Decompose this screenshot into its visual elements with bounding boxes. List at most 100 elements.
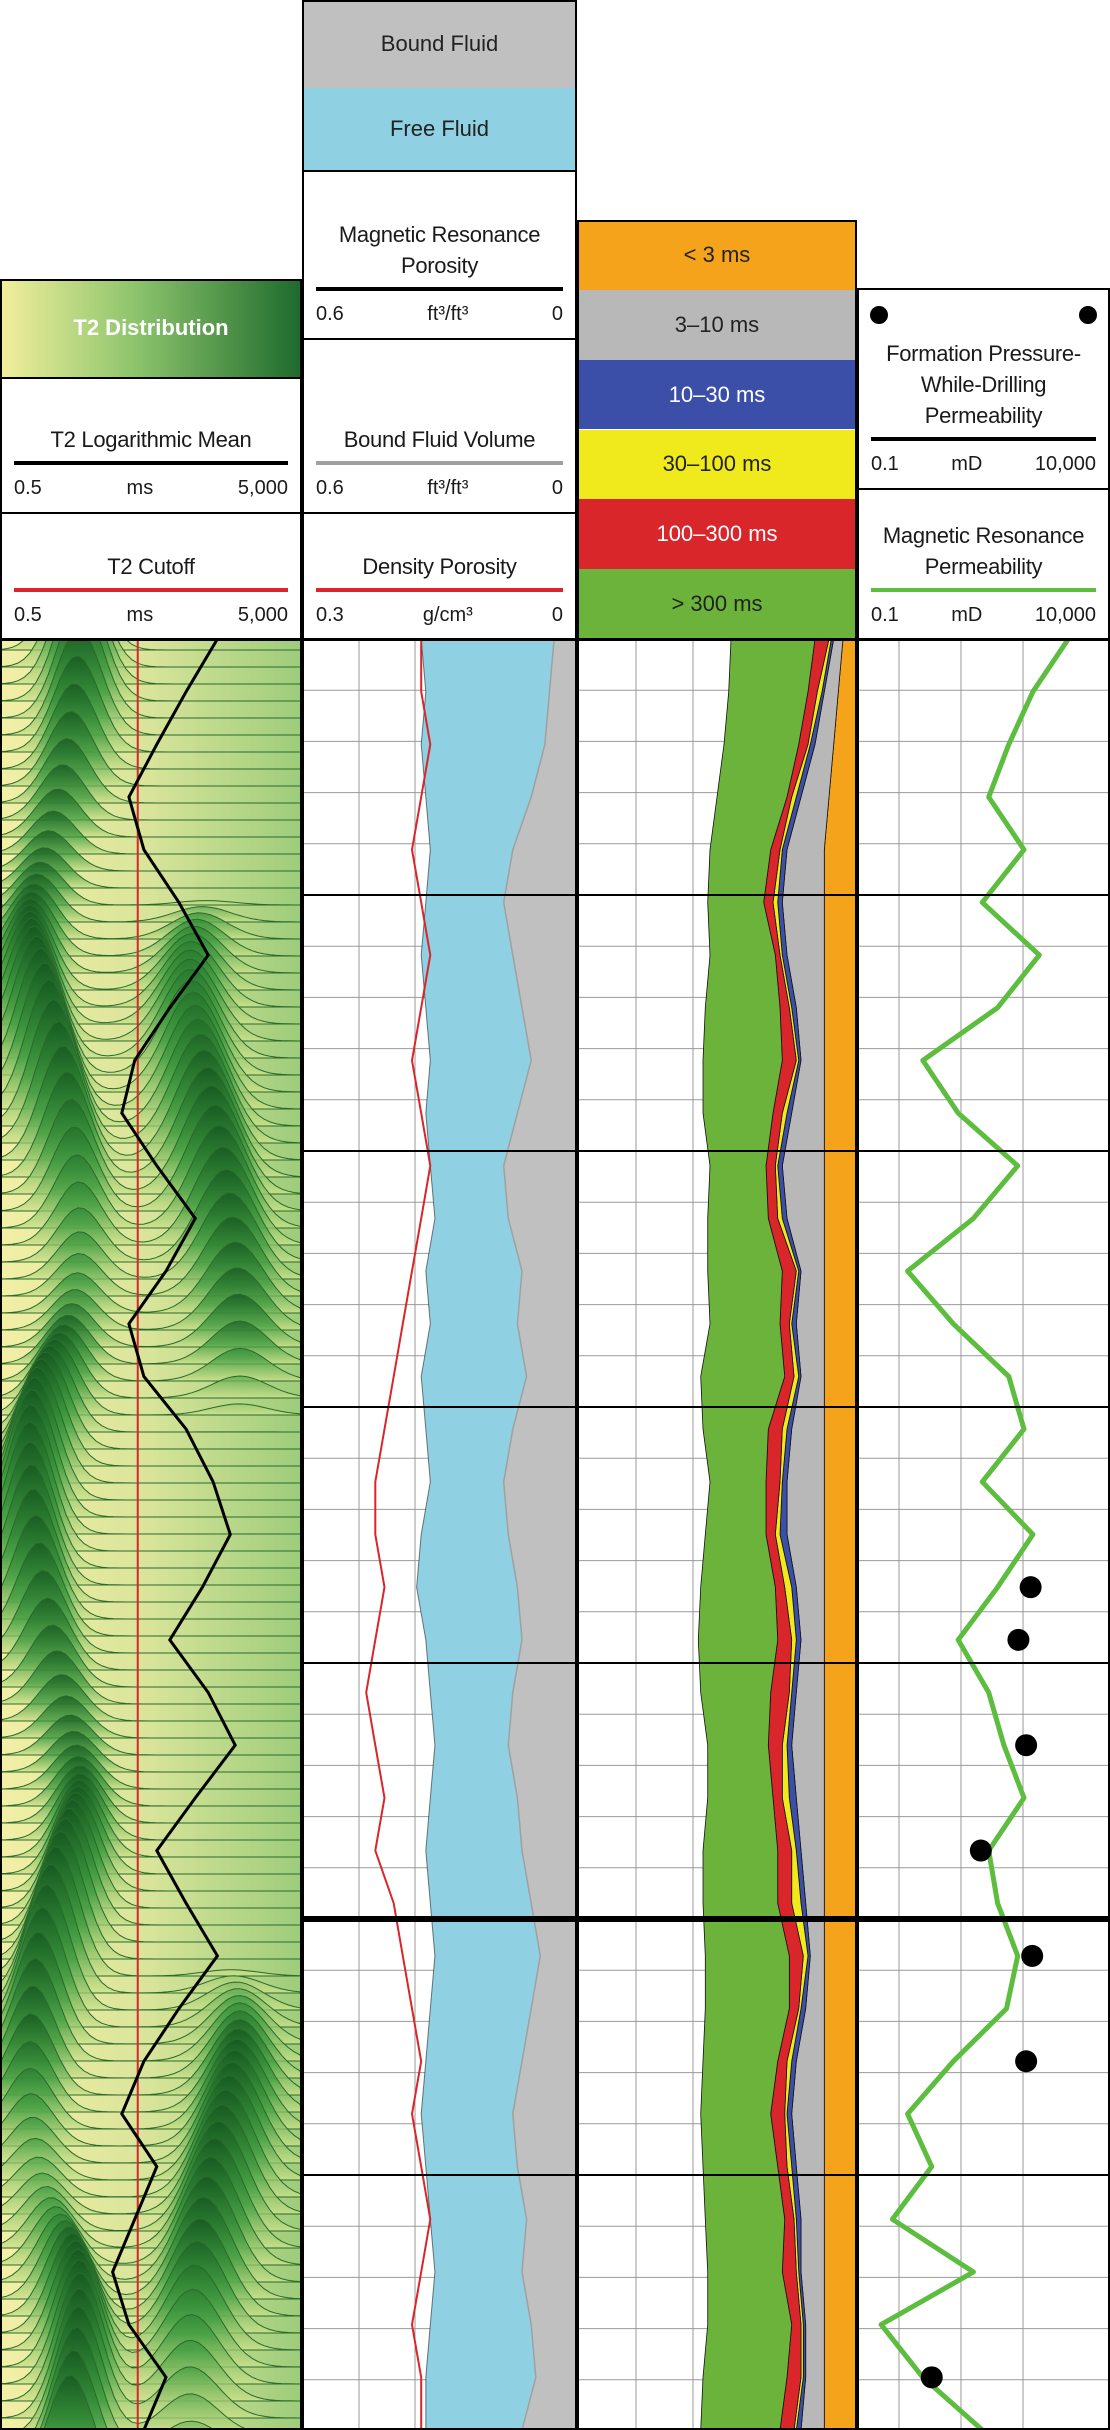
t2-distribution: [0, 639, 302, 2430]
legend-band: 100–300 ms: [577, 499, 857, 570]
curve-header: T2 Logarithmic Mean 0.5 ms 5,000: [0, 377, 302, 512]
legend-band: > 300 ms: [577, 569, 857, 639]
curve-line: [316, 588, 563, 592]
scale-min-label: 0.6: [316, 477, 344, 499]
t2-trace: [0, 891, 302, 957]
scale-min-label: 0.3: [316, 604, 344, 626]
scale-unit: mD: [951, 453, 983, 475]
scale-max-label: 10,000: [1034, 604, 1096, 626]
t2-trace: [0, 830, 302, 872]
curve-header: Density Porosity 0.3 g/cm³ 0: [302, 512, 577, 639]
scale-row: 0.3 g/cm³ 0: [316, 604, 563, 627]
scale-row: 0.6 ft³/ft³ 0: [316, 303, 563, 326]
curve-name: Bound Fluid Volume: [343, 427, 536, 452]
scale-min-label: 0.6: [316, 303, 344, 325]
t2-trace: [0, 1358, 302, 1467]
curve-name: T2 Logarithmic Mean: [50, 427, 252, 452]
scale-unit: mD: [951, 604, 983, 626]
t2-trace: [0, 1569, 302, 1654]
legend-band: 3–10 ms: [577, 289, 857, 360]
t2-log-mean-curve: [111, 638, 237, 2430]
t2-trace: [0, 910, 302, 1008]
header-bottom-rule: [857, 638, 1110, 641]
curve-name: Density Porosity: [362, 554, 517, 579]
legend-band: 30–100 ms: [577, 429, 857, 500]
header-bottom-rule: [577, 638, 857, 641]
t2-trace: [0, 810, 302, 855]
scale-max-label: 5,000: [237, 604, 288, 626]
t2-trace: [0, 1351, 302, 1450]
header-band: T2 Distribution: [0, 279, 302, 377]
t2-trace: [43, 2374, 98, 2430]
curve-header: T2 Cutoff 0.5 ms 5,000: [0, 512, 302, 639]
scale-min-label: 0.1: [871, 604, 899, 626]
curve-line: [14, 588, 288, 592]
scale-unit: g/cm³: [422, 604, 473, 626]
scale-unit: ms: [126, 477, 154, 499]
scale-unit: ms: [126, 604, 154, 626]
curve-header: Bound Fluid Volume 0.6 ft³/ft³ 0: [302, 338, 577, 512]
curve-header: Formation Pressure-While-Drilling Permea…: [857, 288, 1110, 488]
mr-permeability-curve: [878, 637, 1071, 2430]
curve-name: T2 Cutoff: [107, 554, 195, 579]
scale-row: 0.6 ft³/ft³ 0: [316, 477, 563, 500]
formation-permeability-point: [1015, 1734, 1038, 1757]
scale-max-label: 0: [551, 477, 563, 499]
curve-line: [316, 461, 563, 465]
scale-row: 0.1 mD 10,000: [871, 453, 1096, 476]
t2-trace: [0, 1366, 302, 1484]
curve-name: Magnetic Resonance Porosity: [338, 222, 541, 278]
formation-permeability-point: [1007, 1628, 1030, 1651]
t2-bin-area: [823, 638, 858, 2430]
t2-trace: [0, 898, 302, 974]
t2-trace: [0, 917, 302, 1025]
formation-permeability-point: [1019, 1576, 1042, 1599]
scale-min-label: 0.5: [14, 604, 42, 626]
scale-max-label: 5,000: [237, 477, 288, 499]
curve-header: Magnetic Resonance Permeability 0.1 mD 10,0…: [857, 488, 1110, 639]
scale-min-label: 0.1: [871, 453, 899, 475]
formation-permeability-point: [920, 2366, 943, 2389]
legend-marker: [870, 306, 888, 324]
t2-trace: [0, 904, 302, 991]
t2-trace: [0, 1542, 302, 1637]
legend-band: < 3 ms: [577, 220, 857, 290]
fill-legend: Free Fluid: [302, 88, 577, 170]
formation-permeability-point: [969, 1839, 992, 1862]
scale-row: 0.5 ms 5,000: [14, 604, 288, 627]
scale-row: 0.1 mD 10,000: [871, 604, 1096, 627]
t2-trace: [0, 925, 302, 1042]
t2-bin-area: [697, 638, 816, 2430]
curve-line: [871, 437, 1096, 441]
scale-max-label: 10,000: [1034, 453, 1096, 475]
t2-trace: [0, 861, 302, 906]
formation-permeability-point: [1021, 1944, 1044, 1967]
scale-row: 0.5 ms 5,000: [14, 477, 288, 500]
legend-band: 10–30 ms: [577, 359, 857, 430]
header-bottom-rule: [0, 638, 302, 641]
density-porosity-curve: [365, 639, 432, 2430]
curve-line: [316, 287, 563, 291]
scale-max-label: 0: [551, 604, 563, 626]
curve-header: Magnetic Resonance Porosity 0.6 ft³/ft³ 0: [302, 170, 577, 338]
curve-line: [14, 461, 288, 465]
scale-unit: ft³/ft³: [427, 477, 469, 499]
curve-name: Formation Pressure-While-Drilling Permea…: [886, 341, 1081, 428]
bound-fluid-volume-curve: [502, 638, 555, 2430]
bound-fluid-fill: [503, 639, 577, 2430]
mr-porosity-curve: [416, 638, 436, 2430]
t2-trace: [0, 788, 302, 838]
t2-trace: [0, 1906, 302, 2028]
t2-trace: [0, 935, 302, 1059]
fill-legend: Bound Fluid: [302, 0, 577, 88]
scale-unit: ft³/ft³: [427, 303, 469, 325]
t2-trace: [0, 847, 302, 889]
scale-max-label: 0: [551, 303, 563, 325]
curve-name: Magnetic Resonance Permeability: [882, 523, 1085, 579]
legend-marker: [1079, 306, 1097, 324]
curve-line: [871, 588, 1096, 592]
free-fluid-fill: [416, 639, 555, 2430]
t2-trace: [0, 1883, 302, 2011]
